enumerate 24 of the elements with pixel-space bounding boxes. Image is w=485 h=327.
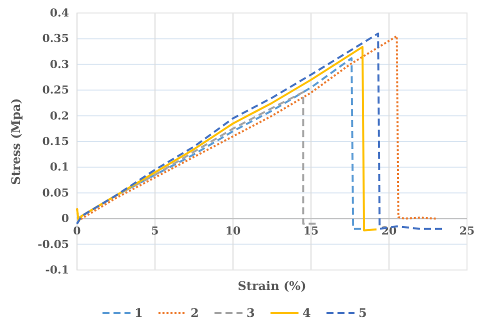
legend-label: 1 (134, 306, 143, 320)
legend-label: 2 (190, 306, 199, 320)
y-axis-title: Stress (Mpa) (9, 98, 23, 185)
y-tick-label: 0 (61, 212, 70, 226)
legend-label: 3 (246, 306, 255, 320)
y-tick-label: 0.3 (50, 58, 69, 71)
legend-label: 5 (358, 306, 367, 320)
y-tick-label: 0.35 (42, 32, 69, 46)
y-tick-label: 0.2 (50, 109, 69, 122)
x-tick-label: 25 (459, 224, 475, 238)
line-series (76, 91, 317, 225)
y-tick-label: -0.05 (38, 238, 69, 251)
x-axis-title: Strain (%) (238, 279, 306, 293)
y-tick-label: 0.05 (42, 186, 69, 200)
y-tick-label: 0.1 (50, 160, 69, 174)
x-tick-label: 10 (225, 224, 241, 238)
y-tick-label: -0.1 (45, 264, 69, 277)
y-tick-label: 0.15 (42, 135, 69, 148)
x-tick-label: 0 (73, 224, 82, 238)
y-tick-label: 0.4 (50, 6, 70, 20)
legend-label: 4 (302, 306, 311, 320)
y-tick-label: 0.25 (42, 84, 69, 97)
x-tick-label: 5 (151, 224, 159, 238)
x-tick-label: 15 (303, 224, 319, 238)
